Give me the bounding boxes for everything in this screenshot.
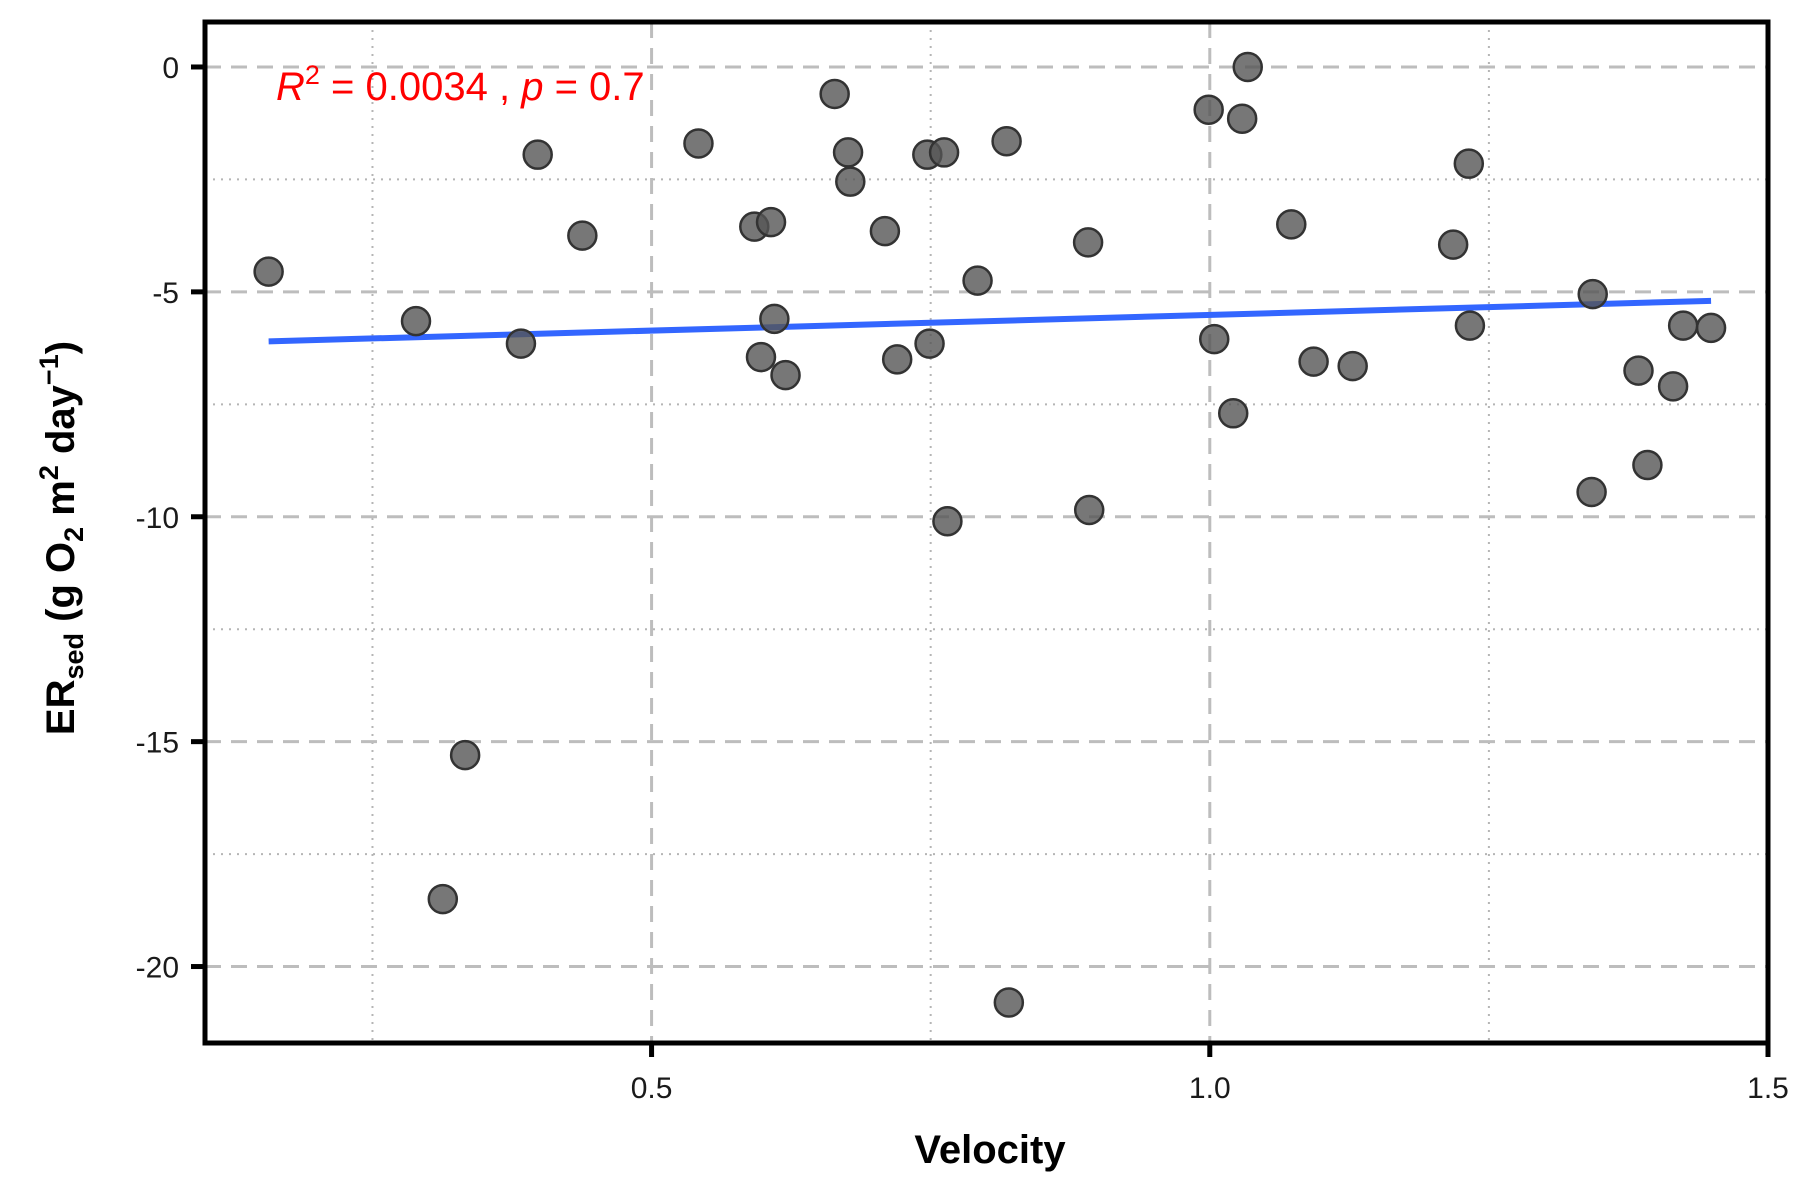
y-tick-label: -20	[136, 952, 179, 985]
data-point	[1695, 312, 1727, 344]
data-point	[1276, 209, 1307, 240]
data-point	[832, 137, 864, 168]
data-point	[427, 883, 459, 915]
data-point	[253, 256, 284, 287]
data-point	[1454, 310, 1486, 341]
data-point	[759, 303, 790, 335]
data-point	[1073, 494, 1105, 526]
data-point	[1657, 371, 1689, 402]
data-point	[449, 739, 481, 771]
y-title-m-exponent: 2	[34, 465, 64, 480]
p-value: = 0.7	[543, 65, 644, 109]
y-tick-label: -5	[152, 277, 179, 310]
data-point	[869, 215, 901, 247]
data-point	[1217, 398, 1249, 429]
data-points	[253, 51, 1727, 1018]
r-value: = 0.0034 ,	[320, 65, 521, 109]
data-point	[1193, 94, 1224, 125]
data-point	[819, 78, 850, 110]
y-tick-label: -10	[136, 502, 179, 535]
data-point	[567, 220, 598, 251]
r-exponent: 2	[305, 60, 320, 90]
y-title-main: ER	[39, 679, 83, 735]
x-tick-label: 1.5	[1747, 1072, 1789, 1105]
axis-ticks: 0.5 1.0 1.5 0 -5 -10 -15 -20	[136, 52, 1789, 1105]
y-axis-title: ERsed (g O2 m2 day−1)	[34, 341, 89, 735]
x-tick-label: 1.0	[1189, 1072, 1231, 1105]
plot-border	[202, 19, 1771, 1046]
x-axis-title: Velocity	[914, 1128, 1066, 1172]
data-point	[962, 265, 993, 296]
data-point	[683, 128, 714, 159]
y-title-subscript: sed	[59, 633, 89, 680]
stats-annotation: R2 = 0.0034 , p = 0.7	[276, 60, 645, 109]
data-point	[993, 987, 1025, 1018]
y-title-units-open: (g O	[39, 542, 83, 633]
data-point	[1298, 346, 1329, 377]
x-tick-label: 0.5	[631, 1072, 673, 1105]
data-point	[1576, 476, 1607, 508]
data-point	[505, 328, 537, 359]
data-point	[928, 137, 960, 168]
data-point	[881, 344, 913, 375]
y-title-units-close: )	[39, 341, 83, 354]
y-title-o2-subscript: 2	[59, 527, 89, 542]
data-point	[522, 139, 553, 170]
data-point	[1453, 148, 1485, 179]
data-point	[1437, 229, 1469, 260]
data-point	[1226, 103, 1258, 134]
p-symbol: p	[520, 65, 543, 109]
data-point	[914, 328, 945, 359]
data-point	[745, 341, 777, 373]
data-point	[1667, 310, 1699, 341]
y-title-day-exponent: −1	[34, 354, 64, 385]
y-tick-label: 0	[162, 52, 179, 85]
data-point	[1199, 323, 1230, 355]
data-point	[770, 359, 801, 391]
data-point	[1072, 227, 1104, 258]
data-point	[1632, 449, 1663, 481]
y-title-units-day: day	[39, 384, 83, 465]
regression-line	[268, 297, 1712, 345]
data-point	[835, 166, 866, 197]
data-point	[400, 305, 432, 337]
data-point	[1623, 355, 1654, 386]
y-title-units-m: m	[39, 480, 83, 527]
data-point	[991, 125, 1022, 157]
r-symbol: R	[276, 65, 305, 109]
data-point	[1232, 51, 1263, 83]
data-point	[755, 206, 787, 238]
data-point	[1577, 278, 1608, 310]
data-point	[932, 506, 963, 537]
y-tick-label: -15	[136, 727, 179, 760]
regression-line-layer	[268, 297, 1712, 345]
data-point	[1337, 350, 1368, 382]
